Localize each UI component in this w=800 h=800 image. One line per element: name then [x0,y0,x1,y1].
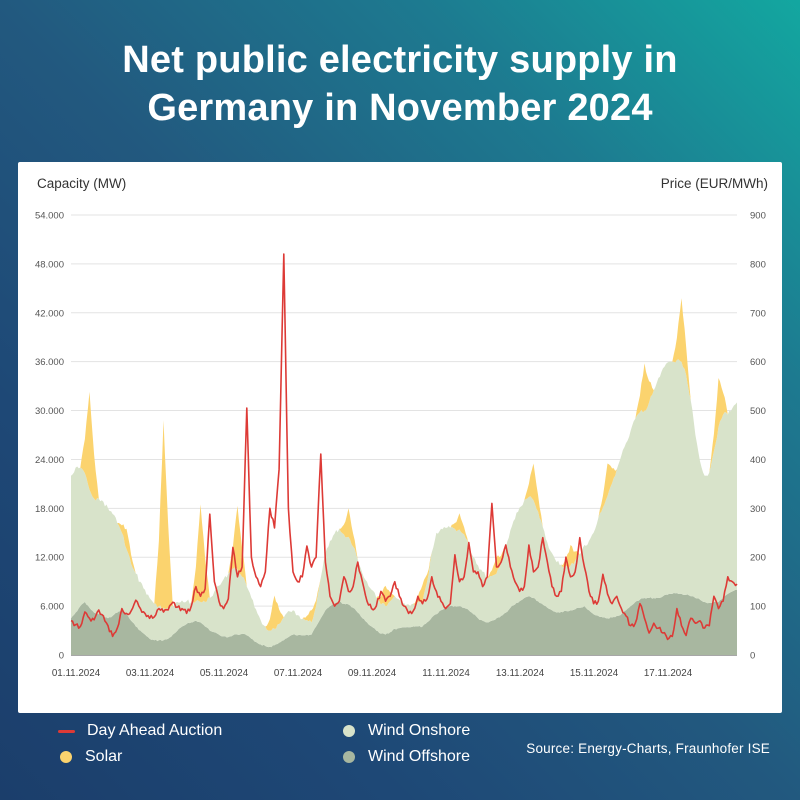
title-line-2: Germany in November 2024 [147,87,653,129]
svg-text:13.11.2024: 13.11.2024 [496,668,545,679]
chart-canvas: 0 0 6.000 100 12.000 200 18.000 300 24.000 400 30.… [35,211,766,680]
chart-panel: Capacity (MW) Price (EUR/MWh) 0 0 6.000 100… [18,162,782,713]
svg-text:100: 100 [750,602,766,613]
svg-text:05.11.2024: 05.11.2024 [200,668,249,679]
price-line [70,253,738,641]
svg-text:900: 900 [750,211,766,222]
svg-text:0: 0 [750,651,755,662]
wind-onshore-dot-marker [343,725,355,737]
solar-dot-marker [60,751,72,763]
left-axis-title: Capacity (MW) [37,176,127,191]
wind-offshore-dot-marker [343,751,355,763]
page-title: Net public electricity supply in Germany… [0,36,800,132]
area-solar [71,298,737,631]
svg-text:42.000: 42.000 [35,308,64,319]
legend-item-wind-offshore: Wind Offshore [341,748,470,766]
svg-text:30.000: 30.000 [35,406,64,417]
legend-label: Day Ahead Auction [87,722,223,739]
svg-text:07.11.2024: 07.11.2024 [274,668,323,679]
svg-text:18.000: 18.000 [35,504,64,515]
svg-text:700: 700 [750,308,766,319]
svg-text:200: 200 [750,553,766,564]
svg-text:0: 0 [59,651,64,662]
svg-text:48.000: 48.000 [35,259,64,270]
legend-item-day-ahead-auction: Day Ahead Auction [58,722,222,740]
source-text: Source: Energy-Charts, Fraunhofer ISE [526,741,770,756]
svg-text:11.11.2024: 11.11.2024 [422,668,470,679]
svg-text:15.11.2024: 15.11.2024 [570,668,619,679]
svg-text:500: 500 [750,406,766,417]
svg-text:17.11.2024: 17.11.2024 [644,668,693,679]
legend-item-wind-onshore: Wind Onshore [341,722,470,740]
legend-label: Solar [85,748,123,765]
legend-label: Wind Offshore [368,748,470,765]
svg-text:54.000: 54.000 [35,211,64,222]
legend-item-solar: Solar [58,748,122,766]
day-ahead-auction-line-marker [58,729,75,733]
right-axis-title: Price (EUR/MWh) [660,176,768,191]
axis-tick-labels: 0 0 6.000 100 12.000 200 18.000 300 24.000 400 30.… [35,211,766,680]
svg-text:600: 600 [750,357,766,368]
svg-text:800: 800 [750,259,766,270]
title-line-1: Net public electricity supply in [122,39,678,81]
svg-text:12.000: 12.000 [35,553,64,564]
svg-text:24.000: 24.000 [35,455,64,466]
svg-text:300: 300 [750,504,766,515]
svg-text:09.11.2024: 09.11.2024 [348,668,397,679]
svg-text:36.000: 36.000 [35,357,64,368]
svg-text:03.11.2024: 03.11.2024 [126,668,175,679]
svg-text:400: 400 [750,455,766,466]
legend-label: Wind Onshore [368,722,471,739]
svg-text:01.11.2024: 01.11.2024 [52,668,101,679]
svg-text:6.000: 6.000 [40,602,64,613]
area-wind-offshore [71,589,737,655]
